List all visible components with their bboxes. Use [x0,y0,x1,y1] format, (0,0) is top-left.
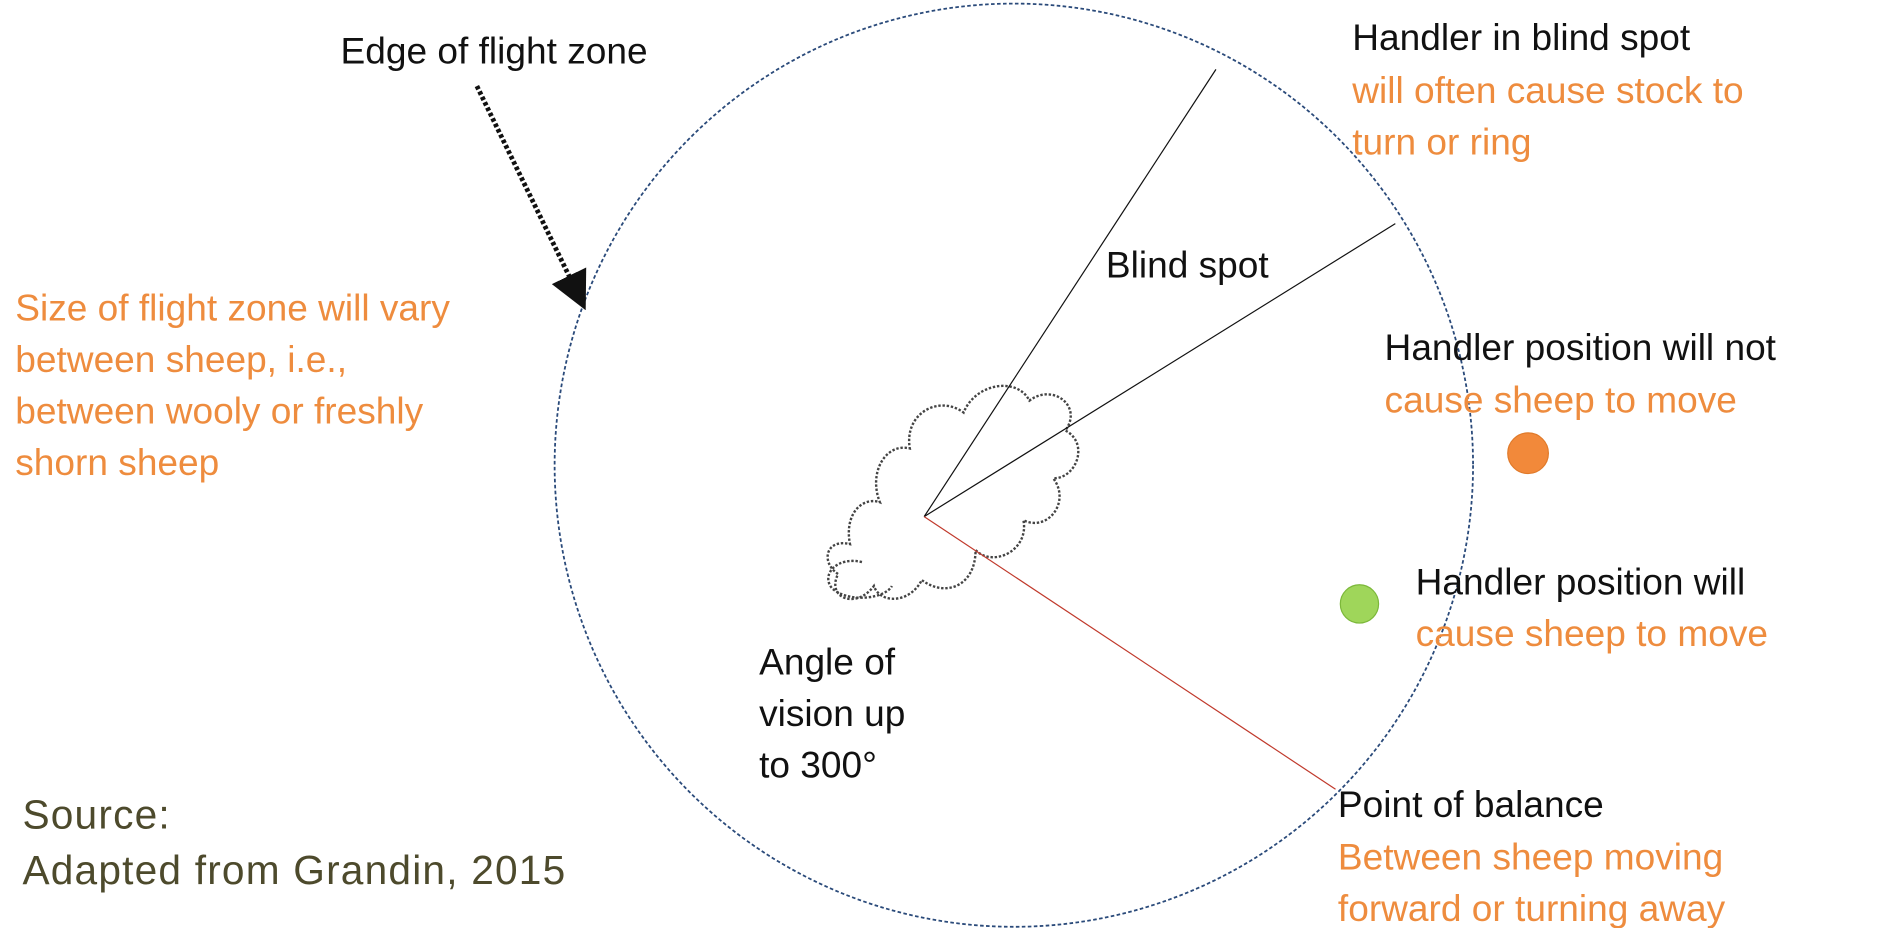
label-line: cause sheep to move [1416,612,1768,654]
label-line: vision up [759,692,905,734]
blind-spot-line [923,223,1396,518]
label-line: to 300° [759,743,877,785]
label-title: Handler position will not [1385,326,1777,368]
label-line: Between sheep moving [1338,835,1723,877]
label-line: between wooly or freshly [15,389,423,431]
label-title: Point of balance [1338,783,1604,825]
source-line: Adapted from Grandin, 2015 [22,847,566,893]
label-line: Size of flight zone will vary [15,286,450,328]
sheep [826,384,1080,601]
label-line: between sheep, i.e., [15,338,347,380]
label-title: Handler in blind spot [1352,16,1691,58]
blind-spot-label: Blind spot [1106,243,1269,285]
edge-label: Edge of flight zone [341,29,648,71]
label-line: cause sheep to move [1385,379,1737,421]
label-line: will often cause stock to [1351,69,1743,111]
handler-dot-orange [1507,432,1549,475]
label-title: Handler position will [1416,560,1746,602]
label-line: shorn sheep [15,441,219,483]
balance-line [923,516,1336,790]
label-line: turn or ring [1352,120,1531,162]
edge-arrow [474,85,587,311]
flight-zone-circle [553,2,1474,928]
blind-spot-line [923,69,1217,517]
label-line: Angle of [759,640,896,682]
handler-dot-green [1339,584,1380,624]
source-line: Source: [22,792,170,838]
label-line: forward or turning away [1338,887,1726,928]
